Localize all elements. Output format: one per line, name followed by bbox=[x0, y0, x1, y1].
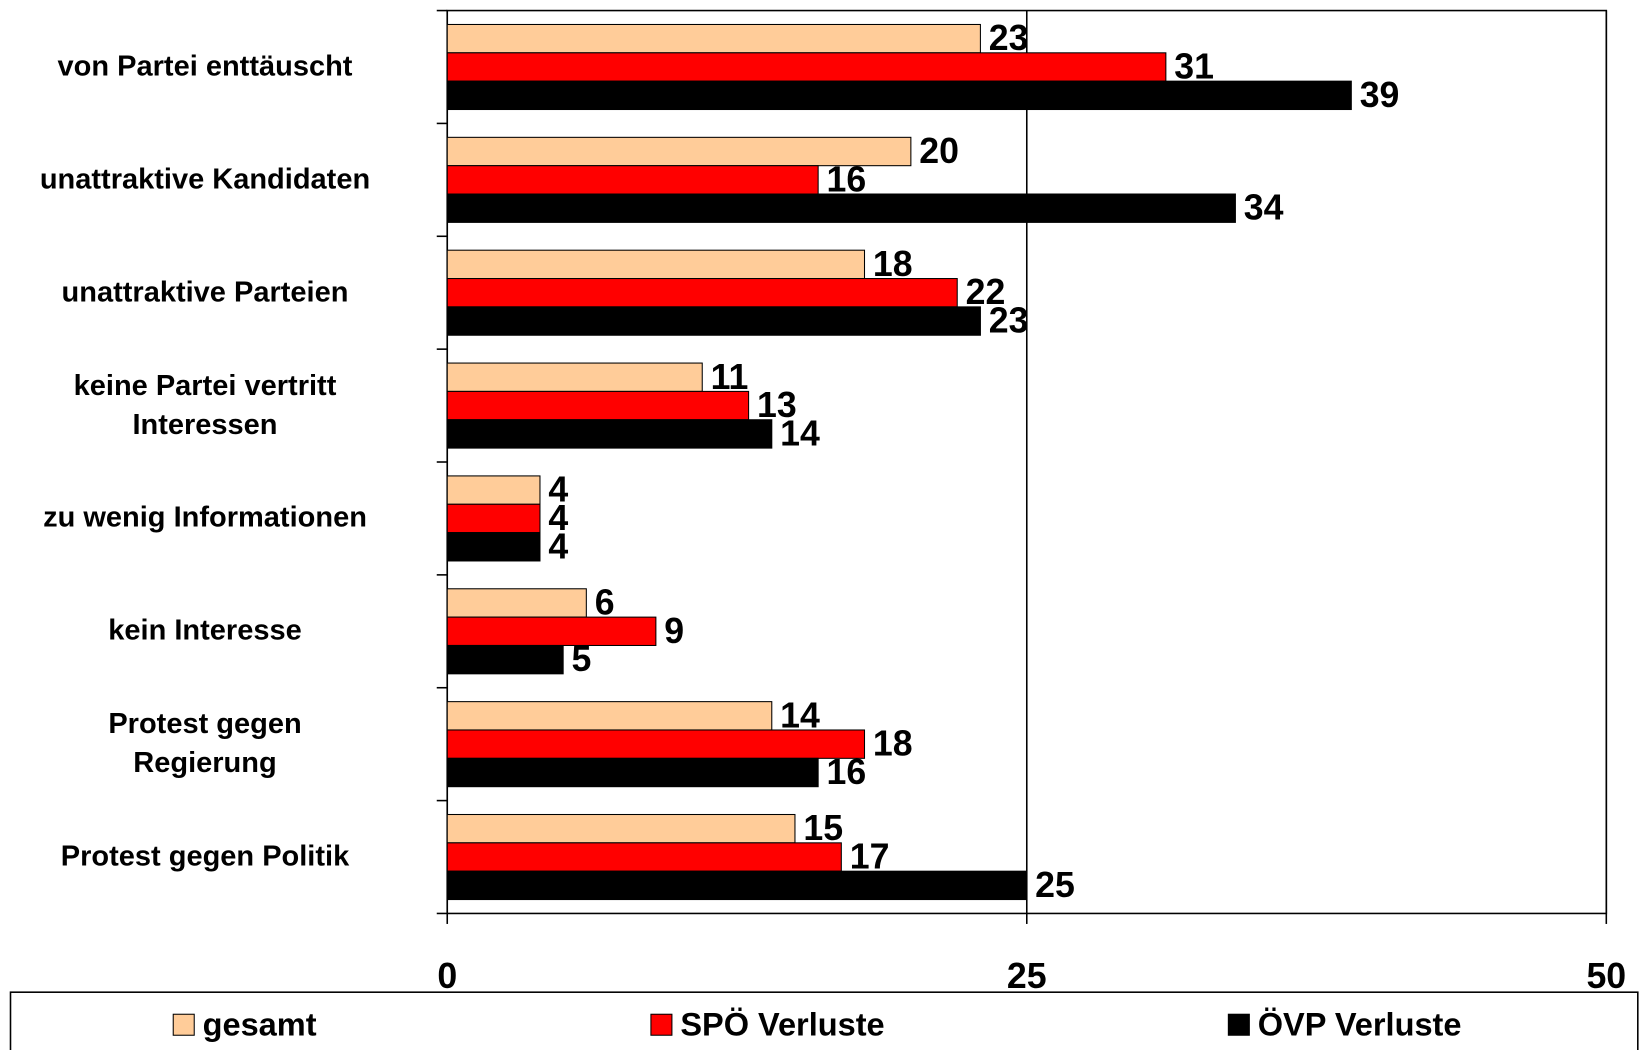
y-tick-label: Protest gegen Politik bbox=[60, 840, 350, 873]
bar bbox=[446, 616, 657, 646]
y-tick-label: keine Partei vertritt Interessen bbox=[73, 369, 337, 441]
bar bbox=[446, 842, 842, 872]
value-label: 13 bbox=[757, 385, 797, 425]
bar bbox=[446, 870, 1028, 901]
bar bbox=[446, 757, 819, 788]
value-label: 14 bbox=[780, 695, 820, 735]
legend-label: gesamt bbox=[203, 1006, 317, 1042]
value-label: 23 bbox=[989, 18, 1029, 58]
value-label: 11 bbox=[711, 357, 749, 397]
value-label: 6 bbox=[595, 582, 615, 622]
bar bbox=[446, 503, 541, 534]
bar bbox=[446, 23, 981, 54]
bar bbox=[446, 193, 1236, 223]
bar bbox=[446, 701, 773, 731]
legend-swatch bbox=[172, 1013, 195, 1036]
y-tick-label: unattraktive Kandidaten bbox=[39, 163, 371, 196]
y-tick-label: Protest gegen Regierung bbox=[108, 707, 302, 780]
x-tick-label: 50 bbox=[1586, 956, 1626, 996]
bar bbox=[446, 419, 773, 449]
value-label: 39 bbox=[1360, 75, 1400, 115]
legend-box bbox=[9, 991, 1639, 1050]
value-label: 4 bbox=[548, 470, 568, 510]
legend-label: ÖVP Verluste bbox=[1258, 1006, 1462, 1042]
bar bbox=[446, 362, 703, 392]
value-label: 16 bbox=[827, 159, 867, 199]
bar bbox=[446, 729, 866, 759]
value-label: 22 bbox=[966, 272, 1006, 312]
value-label: 5 bbox=[572, 639, 592, 679]
bar bbox=[446, 306, 981, 336]
y-tick-label: unattraktive Parteien bbox=[61, 276, 349, 309]
legend-swatch bbox=[650, 1013, 673, 1036]
value-label: 17 bbox=[850, 837, 890, 877]
value-label: 18 bbox=[873, 724, 913, 764]
x-tick-label: 0 bbox=[437, 956, 457, 996]
bar bbox=[446, 813, 796, 844]
bar bbox=[446, 136, 912, 167]
legend-swatch bbox=[1227, 1013, 1250, 1036]
bar bbox=[446, 80, 1352, 111]
bar bbox=[446, 532, 541, 562]
value-label: 4 bbox=[548, 498, 568, 538]
value-label: 34 bbox=[1244, 188, 1284, 228]
value-label: 9 bbox=[664, 611, 684, 651]
y-tick-label: von Partei enttäuscht bbox=[57, 50, 353, 83]
y-tick-label: kein Interesse bbox=[108, 614, 302, 647]
bar bbox=[446, 249, 866, 280]
bar bbox=[446, 278, 958, 308]
x-tick-label: 25 bbox=[1007, 956, 1047, 996]
bar bbox=[446, 52, 1167, 82]
bar bbox=[446, 475, 541, 505]
value-label: 15 bbox=[803, 808, 843, 848]
value-label: 31 bbox=[1174, 47, 1214, 87]
bar bbox=[446, 390, 750, 421]
value-label: 16 bbox=[827, 752, 867, 792]
bar bbox=[446, 644, 564, 675]
value-label: 4 bbox=[548, 526, 568, 566]
bar bbox=[446, 588, 587, 618]
bar bbox=[446, 165, 819, 195]
y-tick-label: zu wenig Informationen bbox=[43, 501, 367, 534]
value-label: 14 bbox=[780, 413, 820, 453]
value-label: 18 bbox=[873, 244, 913, 284]
value-label: 25 bbox=[1035, 865, 1075, 905]
value-label: 20 bbox=[919, 131, 959, 171]
value-label: 23 bbox=[989, 301, 1029, 341]
legend-label: SPÖ Verluste bbox=[680, 1006, 884, 1042]
